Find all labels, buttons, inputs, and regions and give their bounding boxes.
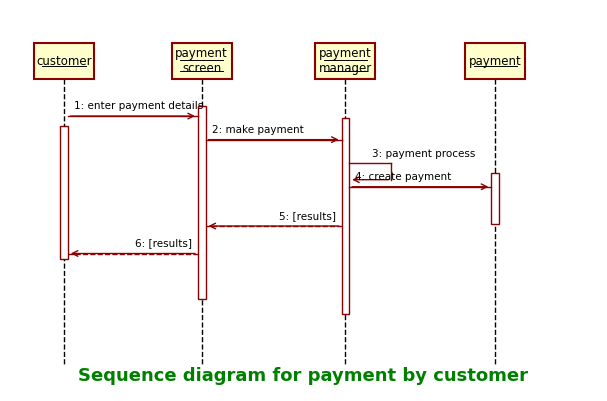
Bar [491, 173, 499, 224]
Text: payment: payment [469, 55, 521, 68]
Bar [465, 43, 525, 79]
Text: 5: [results]: 5: [results] [279, 211, 336, 221]
Bar [342, 118, 349, 314]
Text: payment
screen: payment screen [175, 47, 228, 75]
Text: 3: payment process: 3: payment process [372, 149, 476, 159]
Bar [34, 43, 94, 79]
Bar [172, 43, 232, 79]
Text: 6: [results]: 6: [results] [135, 239, 192, 248]
Text: payment
manager: payment manager [319, 47, 372, 75]
Bar [316, 43, 375, 79]
Text: 1: enter payment details: 1: enter payment details [74, 101, 203, 111]
Text: 4: create payment: 4: create payment [355, 172, 452, 182]
Bar [60, 126, 68, 259]
Text: Sequence diagram for payment by customer: Sequence diagram for payment by customer [78, 367, 529, 385]
Bar [198, 106, 206, 299]
Text: customer: customer [36, 55, 92, 68]
Text: 2: make payment: 2: make payment [212, 125, 304, 134]
